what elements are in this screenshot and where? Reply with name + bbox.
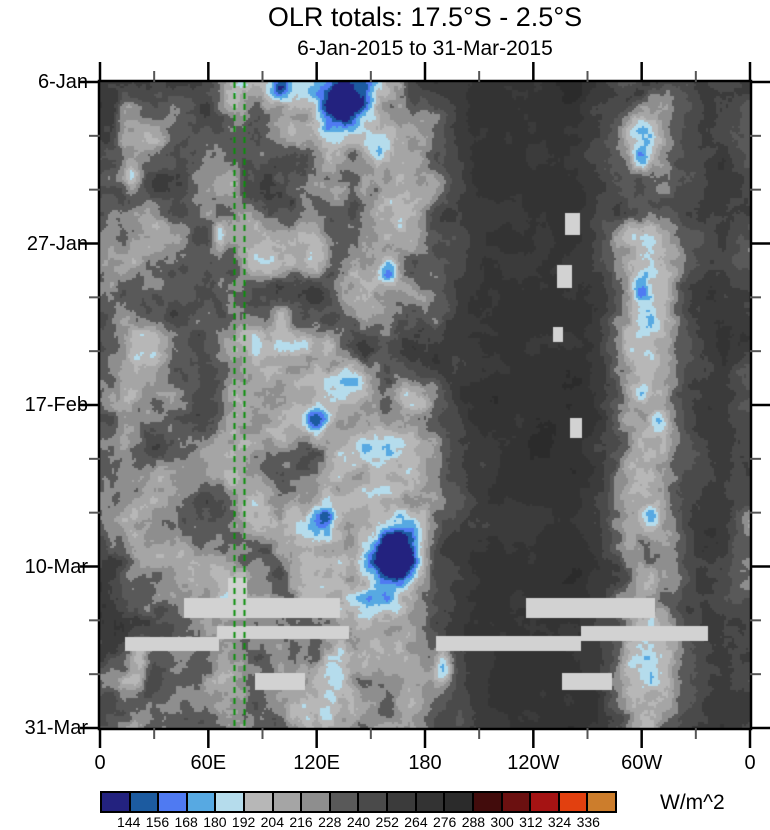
colorbar-tick-label: 324 bbox=[547, 814, 572, 830]
colorbar-tick-label: 288 bbox=[461, 814, 486, 830]
colorbar-cell bbox=[529, 793, 558, 811]
x-tick-label: 120W bbox=[507, 752, 560, 774]
colorbar-tick-label: 300 bbox=[490, 814, 514, 830]
colorbar-tick-label: 204 bbox=[260, 814, 284, 830]
hovmoller-heatmap bbox=[100, 82, 750, 728]
colorbar-tick-label: 252 bbox=[375, 814, 399, 830]
colorbar-tick-label: 192 bbox=[231, 814, 256, 830]
colorbar-cell bbox=[386, 793, 415, 811]
colorbar-cell bbox=[185, 793, 215, 811]
x-tick-label: 60W bbox=[621, 752, 663, 774]
colorbar-tick-label: 144 bbox=[117, 814, 141, 830]
x-tick-label: 60E bbox=[190, 752, 227, 774]
colorbar-cell bbox=[271, 793, 301, 811]
colorbar-tick-label: 156 bbox=[145, 814, 170, 830]
colorbar-cell bbox=[471, 793, 501, 811]
colorbar-cell bbox=[214, 793, 244, 811]
y-tick-label: 10-Mar bbox=[24, 555, 88, 578]
colorbar bbox=[100, 791, 617, 813]
x-tick-label: 180 bbox=[408, 752, 442, 774]
y-tick-label: 6-Jan bbox=[37, 71, 88, 93]
colorbar-unit-label: W/m^2 bbox=[660, 791, 725, 814]
chart-subtitle: 6-Jan-2015 to 31-Mar-2015 bbox=[297, 37, 553, 60]
colorbar-cell bbox=[243, 793, 272, 811]
x-tick-label: 0 bbox=[744, 752, 756, 774]
colorbar-cell bbox=[557, 793, 587, 811]
colorbar-cell bbox=[414, 793, 444, 811]
colorbar-cell bbox=[128, 793, 158, 811]
colorbar-cell bbox=[357, 793, 387, 811]
colorbar-cell bbox=[328, 793, 358, 811]
x-tick-label: 120E bbox=[293, 752, 341, 774]
colorbar-tick-label: 216 bbox=[289, 814, 313, 830]
colorbar-tick-label: 336 bbox=[576, 814, 600, 830]
colorbar-tick-label: 276 bbox=[432, 814, 457, 830]
colorbar-tick-label: 180 bbox=[203, 814, 227, 830]
colorbar-tick-label: 264 bbox=[404, 814, 428, 830]
colorbar-cell bbox=[586, 793, 615, 811]
chart-title: OLR totals: 17.5°S - 2.5°S bbox=[267, 2, 583, 32]
colorbar-cell bbox=[300, 793, 329, 811]
colorbar-cell bbox=[157, 793, 186, 811]
colorbar-cell bbox=[443, 793, 472, 811]
y-tick-label: 17-Feb bbox=[24, 394, 88, 416]
colorbar-tick-label: 228 bbox=[318, 814, 342, 830]
colorbar-cell bbox=[500, 793, 530, 811]
colorbar-tick-label: 168 bbox=[174, 814, 198, 830]
x-tick-label: 0 bbox=[94, 752, 106, 774]
colorbar-tick-label: 240 bbox=[346, 814, 371, 830]
y-tick-label: 27-Jan bbox=[26, 232, 88, 255]
colorbar-tick-label: 312 bbox=[519, 814, 543, 830]
y-tick-label: 31-Mar bbox=[24, 717, 88, 739]
colorbar-cell bbox=[102, 793, 129, 811]
